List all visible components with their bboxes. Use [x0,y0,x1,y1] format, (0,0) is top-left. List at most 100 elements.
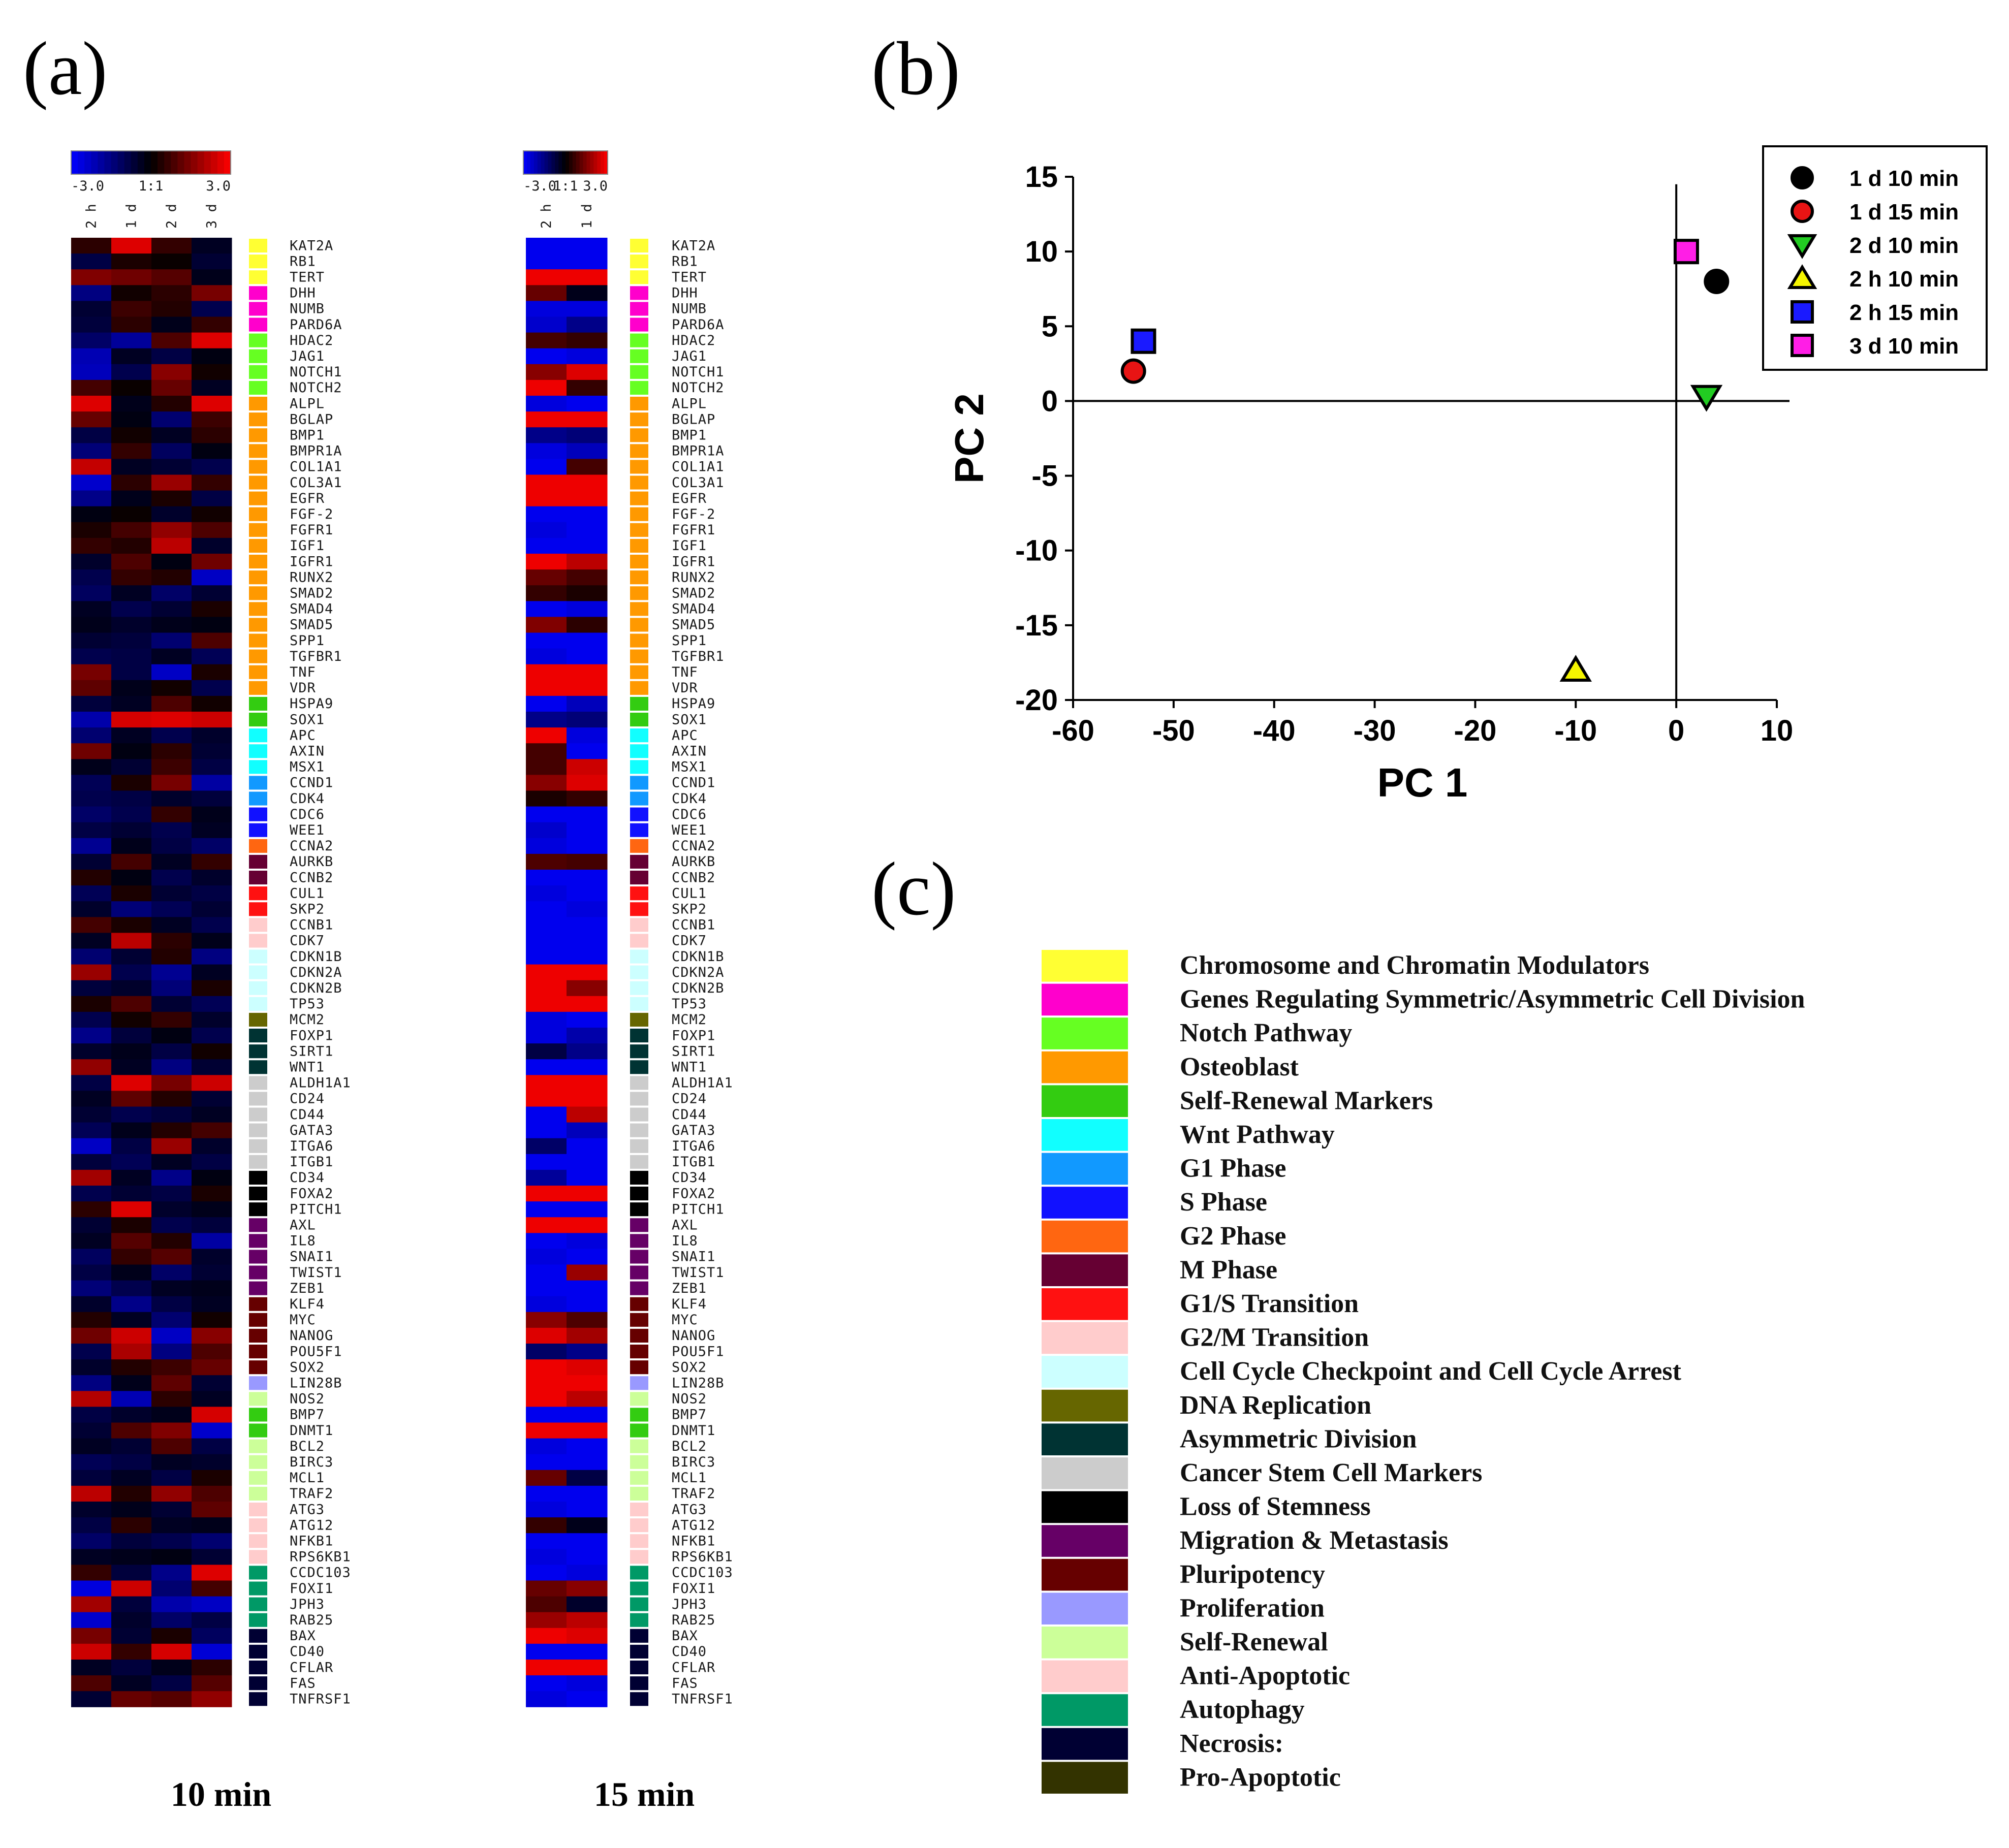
gene-label: FAS [672,1675,698,1691]
heatmap-cell [526,1565,567,1581]
category-strip-cell [249,665,267,679]
gene-label: ITGB1 [290,1154,333,1170]
heatmap-cell [192,775,232,791]
category-strip-cell [630,1534,648,1548]
gene-label: CFLAR [290,1660,333,1675]
heatmap-cell [567,537,608,554]
heatmap-cell [111,522,152,538]
heatmap-cell [151,759,192,775]
y-tick-label: 0 [1042,385,1058,418]
heatmap-cell [151,411,192,428]
gene-label: RB1 [672,253,698,269]
heatmap-cell [192,601,232,617]
gene-label: BGLAP [290,411,333,427]
heatmap-cell [192,1264,232,1281]
gene-label: AXL [290,1217,316,1233]
category-strip-cell [630,333,648,347]
category-label: Necrosis: [1180,1729,1283,1758]
heatmap-cell [526,474,567,491]
heatmap-cell [526,1675,567,1692]
heatmap-cell [111,1675,152,1692]
category-strip-cell [249,696,267,711]
heatmap-cell [111,1485,152,1502]
heatmap-cell [192,1612,232,1629]
heatmap-cell [71,253,112,270]
heatmap-cell [192,1485,232,1502]
heatmap-cell [111,427,152,443]
gene-label: CCNB1 [672,917,715,933]
gene-label: SMAD5 [672,617,715,633]
pca-scatter-plot: -60 -50 -40 -30 -20 -10 0 10 15 10 5 0 -5 -10 -15 -20 PC… [947,145,1988,805]
heatmap-cell [151,680,192,696]
heatmap-cell [151,617,192,633]
gene-label: MSX1 [672,759,707,775]
heatmap-cell [71,1296,112,1313]
heatmap-cell [526,1517,567,1534]
color-scale-segment [71,151,78,174]
gene-label: CCND1 [290,775,333,791]
heatmap-cell [192,1596,232,1613]
category-strip-cell [630,1392,648,1406]
heatmap-10min: -3.0 1:1 3.0 2 h 1 d 2 d 3 d KAT2ARB1TERTDHHNUM… [71,150,351,1813]
category-label: Pro-Apoptotic [1180,1763,1341,1792]
heatmap-cell [111,1122,152,1139]
heatmap-cell [192,1091,232,1107]
heatmap-cell [71,680,112,696]
heatmap-cell [567,1407,608,1423]
heatmap-cell [151,1565,192,1581]
category-label: Self-Renewal Markers [1180,1086,1433,1115]
heatmap-cell [526,1485,567,1502]
category-strip-cell [630,538,648,553]
heatmap-cell [71,980,112,997]
marker-square [1791,300,1814,324]
heatmap-cell [151,1106,192,1123]
heatmap-cell [567,1549,608,1565]
heatmap-cell [526,443,567,459]
heatmap-cell [71,996,112,1012]
category-strip-cell [630,365,648,379]
heatmap-cell [192,348,232,365]
category-strip-cell [630,1234,648,1248]
category-strip-cell [630,1597,648,1611]
gene-label: TERT [672,269,707,285]
gene-label: DNMT1 [672,1423,715,1439]
heatmap-cell [192,1454,232,1471]
y-tick-label: -5 [1031,460,1058,493]
category-strip-cell [630,1029,648,1043]
heatmap-cell [71,569,112,586]
heatmap-cell [192,806,232,823]
heatmap-cell [151,1691,192,1707]
category-strip-cell [630,760,648,774]
heatmap-cell [567,1470,608,1486]
heatmap-cell [111,1106,152,1123]
gene-labels: KAT2ARB1TERTDHHNUMBPARD6AHDAC2JAG1NOTCH1… [672,238,733,1707]
category-strip-cell [630,744,648,758]
gene-label: NANOG [290,1328,333,1344]
heatmap-cell [111,585,152,601]
heatmap-cell [192,1312,232,1328]
color-scale-segment [104,151,112,174]
color-scale-segment [164,151,171,174]
gene-label: ATG12 [672,1517,715,1533]
heatmap-cell [111,1233,152,1249]
heatmap-cell [111,1549,152,1565]
heatmap-cell [151,1154,192,1170]
color-scale-max-label: 3.0 [206,178,231,194]
category-strip-cell [249,1629,267,1643]
heatmap-cell [192,1296,232,1313]
heatmap-cell [71,806,112,823]
gene-label: CCNA2 [290,838,333,854]
gene-label: MCL1 [672,1470,707,1486]
heatmap-cell [567,996,608,1012]
heatmap-cell [567,396,608,412]
gene-label: CDC6 [290,807,325,822]
heatmap-cell [151,632,192,649]
gene-label: CD40 [290,1644,325,1660]
heatmap-cell [567,1280,608,1297]
heatmap-cell [151,332,192,349]
heatmap-cell [111,1391,152,1407]
gene-label: FGF-2 [672,506,715,522]
category-strip-cell [249,1392,267,1406]
heatmap-cell [526,853,567,870]
